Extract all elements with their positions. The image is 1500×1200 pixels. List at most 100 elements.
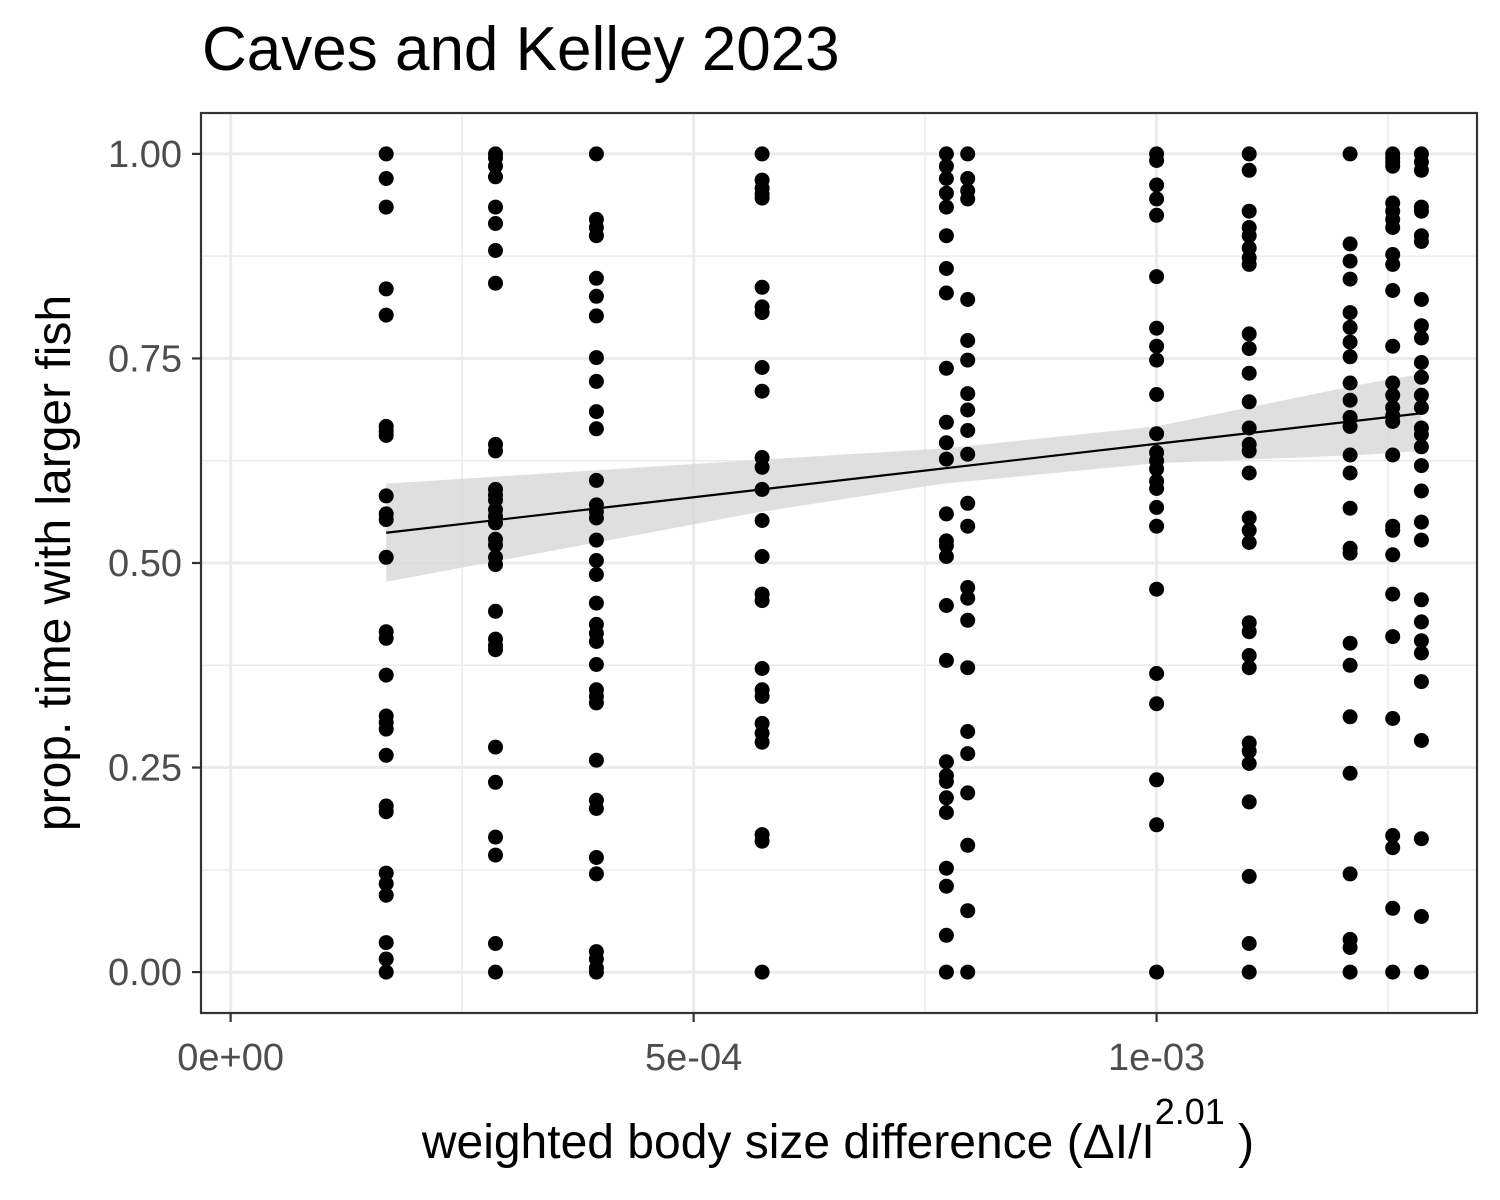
data-point <box>588 308 604 324</box>
data-point <box>378 630 394 646</box>
data-point <box>960 660 976 676</box>
data-point <box>1413 592 1429 608</box>
data-point <box>1149 499 1165 515</box>
data-point <box>960 612 976 628</box>
data-point <box>1241 228 1257 244</box>
data-point <box>1241 365 1257 381</box>
data-point <box>754 459 770 475</box>
data-point <box>378 951 394 967</box>
data-point <box>960 333 976 348</box>
data-point <box>488 158 503 174</box>
data-point <box>960 964 976 980</box>
data-point <box>1241 203 1257 219</box>
data-point <box>1385 375 1401 391</box>
data-point <box>938 754 954 770</box>
data-point <box>754 734 770 750</box>
data-point <box>754 964 770 980</box>
data-point <box>1149 426 1165 442</box>
data-point <box>1241 443 1257 459</box>
data-point <box>938 360 954 376</box>
data-point <box>1385 840 1401 856</box>
y-tick-label: 0.25 <box>108 748 182 790</box>
data-point <box>1149 481 1165 496</box>
data-point <box>938 549 954 564</box>
data-point <box>588 532 604 548</box>
data-point <box>488 199 503 215</box>
data-point <box>1241 510 1257 526</box>
data-point <box>1342 657 1358 673</box>
data-point <box>1342 940 1358 955</box>
data-point <box>754 593 770 609</box>
data-point <box>1385 629 1401 645</box>
data-point <box>1241 326 1257 342</box>
data-point <box>378 146 394 162</box>
data-point <box>1413 369 1429 385</box>
data-point <box>938 964 954 980</box>
data-point <box>1342 500 1358 516</box>
data-point <box>1413 514 1429 530</box>
data-point <box>588 404 604 420</box>
data-point <box>754 279 770 295</box>
data-point <box>754 146 770 162</box>
data-point <box>960 590 976 606</box>
data-point <box>1413 439 1429 455</box>
data-point <box>378 747 394 763</box>
data-point <box>1342 392 1358 408</box>
data-point <box>1241 146 1257 162</box>
data-point <box>1241 465 1257 481</box>
data-point <box>488 739 503 755</box>
data-point <box>588 146 604 162</box>
data-point <box>1342 765 1358 781</box>
data-point <box>488 642 503 658</box>
data-point <box>1413 387 1429 403</box>
data-point <box>378 887 394 903</box>
data-point <box>1342 146 1358 162</box>
data-point <box>1385 283 1401 298</box>
data-point <box>1413 162 1429 178</box>
x-axis-title: weighted body size difference (ΔI/I2.01 … <box>421 1091 1254 1169</box>
data-point <box>938 860 954 876</box>
data-point <box>488 829 503 845</box>
data-point <box>488 964 503 980</box>
data-point <box>1342 964 1358 980</box>
x-tick-label: 5e-04 <box>645 1037 742 1079</box>
data-point <box>1241 743 1257 759</box>
data-point <box>1342 319 1358 335</box>
data-point <box>938 228 954 244</box>
data-point <box>1413 400 1429 415</box>
data-point <box>1241 420 1257 436</box>
data-point <box>1413 458 1429 474</box>
data-point <box>1385 547 1401 563</box>
data-point <box>588 270 604 286</box>
y-axis-title: prop. time with larger fish <box>28 295 81 831</box>
data-point <box>1413 532 1429 548</box>
data-point <box>754 549 770 564</box>
data-point <box>488 216 503 231</box>
data-point <box>960 386 976 402</box>
data-point <box>938 598 954 613</box>
data-point <box>1413 614 1429 630</box>
data-point <box>1149 207 1165 223</box>
data-point <box>588 752 604 768</box>
data-point <box>1385 387 1401 403</box>
data-point <box>1413 645 1429 661</box>
data-point <box>938 414 954 430</box>
data-point <box>488 847 503 863</box>
data-point <box>1149 320 1165 336</box>
data-point <box>960 724 976 739</box>
data-point <box>1413 355 1429 370</box>
data-point <box>1342 709 1358 725</box>
data-point <box>588 657 604 672</box>
data-point <box>488 515 503 531</box>
data-point <box>588 472 604 488</box>
data-point <box>754 833 770 849</box>
data-point <box>960 580 976 595</box>
data-point <box>1149 269 1165 285</box>
data-point <box>1241 162 1257 178</box>
data-point <box>1241 648 1257 663</box>
data-point <box>754 305 770 321</box>
data-point <box>378 549 394 565</box>
y-tick-label: 1.00 <box>108 134 182 176</box>
data-point <box>960 518 976 534</box>
